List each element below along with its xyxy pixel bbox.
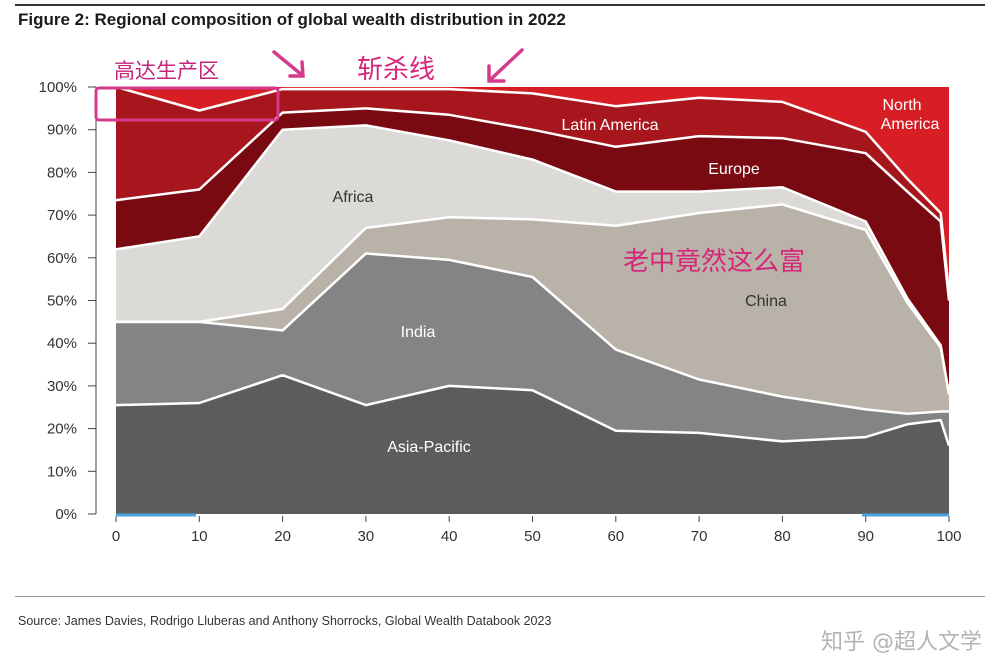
- x-tick-label: 90: [857, 528, 874, 545]
- figure-title: Figure 2: Regional composition of global…: [18, 10, 566, 29]
- boundary-line-china: [116, 203, 951, 395]
- label-africa: Africa: [333, 189, 374, 206]
- y-tick-label: 50%: [47, 293, 77, 310]
- x-tick-label: 60: [607, 528, 624, 545]
- watermark: 知乎 @超人文学: [821, 630, 982, 655]
- y-tick-label: 40%: [47, 335, 77, 352]
- boundary-line-africa: [115, 124, 951, 395]
- y-tick-label: 30%: [47, 378, 77, 395]
- x-tick-label: 20: [274, 528, 291, 545]
- area-series-group: [116, 87, 949, 514]
- area-china: [116, 204, 949, 414]
- y-tick-label: 60%: [47, 250, 77, 267]
- area-north-america: [116, 87, 949, 292]
- x-tick-label: 80: [774, 528, 791, 545]
- x-tick-label: 40: [441, 528, 458, 545]
- area-asia-pacific: [116, 375, 949, 514]
- boundary-line-india: [116, 252, 949, 415]
- label-europe: Europe: [708, 161, 760, 178]
- y-tick-label: 0%: [55, 506, 77, 523]
- label-china: China: [745, 293, 787, 310]
- area-africa: [116, 125, 949, 395]
- y-tick-label: 70%: [47, 207, 77, 224]
- annotation-gaoda: 高达生产区: [114, 59, 219, 83]
- label-north-america-2: America: [881, 116, 940, 133]
- boundary-line-latin-america: [115, 85, 951, 293]
- annotation-laozhong: 老中竟然这么富: [623, 247, 805, 277]
- stacked-area-chart: 0% 10% 20% 30% 40% 50% 60% 70% 80% 90% 100% 0 10 20 30…: [39, 48, 962, 545]
- arrow-left-icon: [487, 48, 524, 83]
- top-rule: [15, 4, 985, 6]
- x-tick-label: 30: [358, 528, 375, 545]
- source-note: Source: James Davies, Rodrigo Lluberas a…: [18, 614, 552, 628]
- label-asia-pacific: Asia-Pacific: [387, 439, 471, 456]
- arrow-right-icon: [272, 50, 305, 78]
- annotation-zhansha: 斩杀线: [357, 55, 435, 85]
- series-boundary-lines: [115, 85, 951, 447]
- y-tick-label: 100%: [39, 79, 77, 96]
- y-tick-label: 20%: [47, 421, 77, 438]
- y-tick-label: 10%: [47, 463, 77, 480]
- annotation-layer: 高达生产区 斩杀线 老中竟然这么富: [94, 48, 805, 277]
- x-tick-label: 100: [936, 528, 961, 545]
- x-tick-label: 0: [112, 528, 120, 545]
- x-tick-label: 50: [524, 528, 541, 545]
- x-tick-label: 70: [691, 528, 708, 545]
- boundary-line-asia-pacific: [115, 373, 951, 447]
- chart-axes: 0% 10% 20% 30% 40% 50% 60% 70% 80% 90% 100% 0 10 20 30…: [39, 79, 962, 545]
- region-labels: Asia-Pacific India China Africa Europe L…: [333, 97, 940, 456]
- bottom-rule: [15, 596, 985, 597]
- y-tick-label: 80%: [47, 164, 77, 181]
- x-tick-label: 10: [191, 528, 208, 545]
- y-tick-label: 90%: [47, 122, 77, 139]
- boundary-line-europe: [115, 107, 951, 301]
- label-latin-america: Latin America: [562, 117, 659, 134]
- highlight-box: [94, 86, 280, 122]
- label-north-america-1: North: [882, 97, 921, 114]
- area-europe: [116, 108, 949, 395]
- area-india: [116, 253, 949, 446]
- label-india: India: [401, 324, 436, 341]
